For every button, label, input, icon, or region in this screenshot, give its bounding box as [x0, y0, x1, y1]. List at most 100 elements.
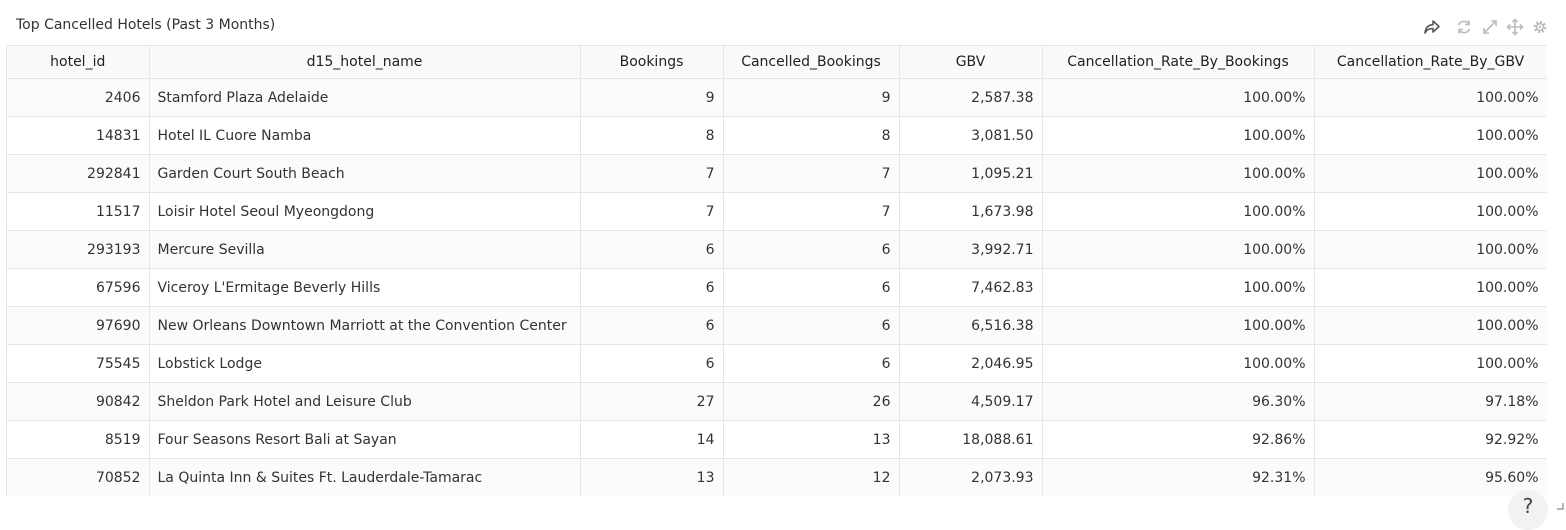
cell-gbv: 2,587.38 [899, 78, 1043, 117]
cell-hotel-name: Garden Court South Beach [149, 154, 581, 193]
cell-hotel-id: 293193 [7, 230, 150, 269]
cell-gbv: 2,046.95 [899, 344, 1043, 383]
column-header-hotel-id[interactable]: hotel_id [7, 46, 150, 79]
table-row: 14831 Hotel IL Cuore Namba 8 8 3,081.50 … [7, 116, 1547, 155]
data-grid: hotel_id d15_hotel_name Bookings Cancell… [6, 45, 1547, 496]
cell-rate-by-gbv: 100.00% [1314, 116, 1547, 155]
cell-rate-by-bookings: 100.00% [1042, 268, 1315, 307]
cell-hotel-name: Four Seasons Resort Bali at Sayan [149, 420, 581, 459]
cell-rate-by-bookings: 100.00% [1042, 154, 1315, 193]
cell-rate-by-bookings: 100.00% [1042, 116, 1315, 155]
cell-rate-by-gbv: 95.60% [1314, 458, 1547, 496]
cell-rate-by-bookings: 100.00% [1042, 78, 1315, 117]
cell-rate-by-gbv: 100.00% [1314, 306, 1547, 345]
column-header-bookings[interactable]: Bookings [580, 46, 724, 79]
cell-gbv: 1,095.21 [899, 154, 1043, 193]
cell-bookings: 6 [580, 306, 724, 345]
table-row: 11517 Loisir Hotel Seoul Myeongdong 7 7 … [7, 192, 1547, 231]
cell-rate-by-gbv: 100.00% [1314, 268, 1547, 307]
cell-hotel-id: 292841 [7, 154, 150, 193]
cell-rate-by-bookings: 96.30% [1042, 382, 1315, 421]
cell-rate-by-bookings: 100.00% [1042, 344, 1315, 383]
table-row: 67596 Viceroy L'Ermitage Beverly Hills 6… [7, 268, 1547, 307]
cell-rate-by-bookings: 100.00% [1042, 306, 1315, 345]
help-button[interactable]: ? [1508, 490, 1548, 530]
cell-cancelled-bookings: 6 [723, 344, 900, 383]
column-header-cancelled-bookings[interactable]: Cancelled_Bookings [723, 46, 900, 79]
column-header-gbv[interactable]: GBV [899, 46, 1043, 79]
cell-gbv: 1,673.98 [899, 192, 1043, 231]
cell-cancelled-bookings: 7 [723, 192, 900, 231]
expand-icon[interactable] [1481, 18, 1499, 36]
cell-gbv: 6,516.38 [899, 306, 1043, 345]
table-row: 293193 Mercure Sevilla 6 6 3,992.71 100.… [7, 230, 1547, 269]
cell-cancelled-bookings: 7 [723, 154, 900, 193]
cell-rate-by-bookings: 92.31% [1042, 458, 1315, 496]
table-row: 75545 Lobstick Lodge 6 6 2,046.95 100.00… [7, 344, 1547, 383]
cell-cancelled-bookings: 8 [723, 116, 900, 155]
table-row: 90842 Sheldon Park Hotel and Leisure Clu… [7, 382, 1547, 421]
cell-hotel-id: 67596 [7, 268, 150, 307]
panel-title: Top Cancelled Hotels (Past 3 Months) [16, 17, 276, 33]
cell-cancelled-bookings: 13 [723, 420, 900, 459]
table-row: 2406 Stamford Plaza Adelaide 9 9 2,587.3… [7, 78, 1547, 117]
cell-hotel-name: Viceroy L'Ermitage Beverly Hills [149, 268, 581, 307]
cell-cancelled-bookings: 26 [723, 382, 900, 421]
move-icon[interactable] [1506, 18, 1524, 36]
cell-hotel-name: Lobstick Lodge [149, 344, 581, 383]
cell-rate-by-gbv: 100.00% [1314, 192, 1547, 231]
cell-gbv: 18,088.61 [899, 420, 1043, 459]
cell-hotel-id: 75545 [7, 344, 150, 383]
table-row: 70852 La Quinta Inn & Suites Ft. Lauderd… [7, 458, 1547, 496]
cell-cancelled-bookings: 6 [723, 306, 900, 345]
cell-cancelled-bookings: 12 [723, 458, 900, 496]
cell-bookings: 14 [580, 420, 724, 459]
column-header-hotel-name[interactable]: d15_hotel_name [149, 46, 581, 79]
cell-bookings: 9 [580, 78, 724, 117]
cell-gbv: 7,462.83 [899, 268, 1043, 307]
cell-hotel-name: La Quinta Inn & Suites Ft. Lauderdale-Ta… [149, 458, 581, 496]
cell-gbv: 3,992.71 [899, 230, 1043, 269]
cell-rate-by-bookings: 100.00% [1042, 230, 1315, 269]
cell-rate-by-gbv: 100.00% [1314, 78, 1547, 117]
cell-rate-by-gbv: 100.00% [1314, 344, 1547, 383]
share-icon[interactable] [1422, 17, 1442, 37]
cell-bookings: 7 [580, 192, 724, 231]
cell-rate-by-gbv: 97.18% [1314, 382, 1547, 421]
table-row: 8519 Four Seasons Resort Bali at Sayan 1… [7, 420, 1547, 459]
cell-hotel-id: 2406 [7, 78, 150, 117]
cell-bookings: 27 [580, 382, 724, 421]
cell-bookings: 7 [580, 154, 724, 193]
cell-cancelled-bookings: 6 [723, 268, 900, 307]
cell-gbv: 2,073.93 [899, 458, 1043, 496]
table-row: 292841 Garden Court South Beach 7 7 1,09… [7, 154, 1547, 193]
column-header-cancellation-rate-by-gbv[interactable]: Cancellation_Rate_By_GBV [1314, 46, 1547, 79]
cell-rate-by-gbv: 100.00% [1314, 230, 1547, 269]
cell-hotel-name: Mercure Sevilla [149, 230, 581, 269]
cell-rate-by-bookings: 92.86% [1042, 420, 1315, 459]
refresh-icon[interactable] [1455, 18, 1473, 36]
panel-toolbar [1418, 14, 1554, 40]
cell-rate-by-gbv: 92.92% [1314, 420, 1547, 459]
cell-hotel-id: 14831 [7, 116, 150, 155]
gear-icon[interactable] [1531, 18, 1549, 36]
table-row: 97690 New Orleans Downtown Marriott at t… [7, 306, 1547, 345]
column-header-cancellation-rate-by-bookings[interactable]: Cancellation_Rate_By_Bookings [1042, 46, 1315, 79]
resize-handle-icon[interactable] [1554, 500, 1564, 510]
cell-rate-by-bookings: 100.00% [1042, 192, 1315, 231]
cell-gbv: 3,081.50 [899, 116, 1043, 155]
cell-bookings: 6 [580, 268, 724, 307]
cell-hotel-id: 11517 [7, 192, 150, 231]
cell-hotel-name: Stamford Plaza Adelaide [149, 78, 581, 117]
cell-bookings: 6 [580, 344, 724, 383]
cell-hotel-id: 70852 [7, 458, 150, 496]
cell-hotel-id: 8519 [7, 420, 150, 459]
cell-hotel-name: Sheldon Park Hotel and Leisure Club [149, 382, 581, 421]
cell-hotel-id: 97690 [7, 306, 150, 345]
cell-hotel-name: Loisir Hotel Seoul Myeongdong [149, 192, 581, 231]
cell-cancelled-bookings: 6 [723, 230, 900, 269]
cell-bookings: 6 [580, 230, 724, 269]
cell-hotel-name: Hotel IL Cuore Namba [149, 116, 581, 155]
cell-cancelled-bookings: 9 [723, 78, 900, 117]
cell-bookings: 13 [580, 458, 724, 496]
